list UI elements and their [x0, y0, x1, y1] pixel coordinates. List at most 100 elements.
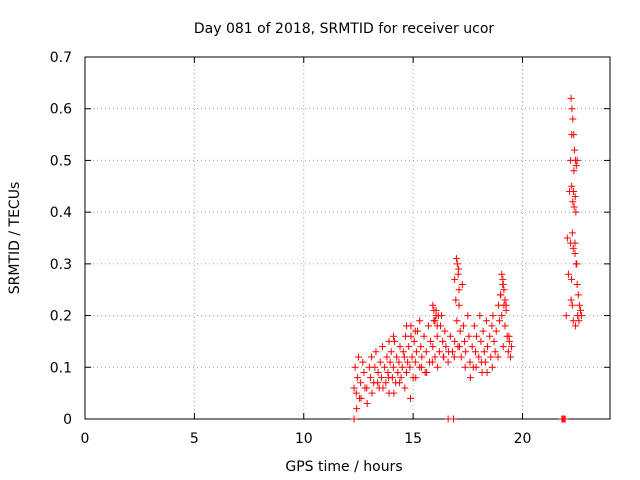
data-point [570, 203, 578, 211]
y-axis-label: SRMTID / TECUs [7, 182, 23, 295]
data-point [573, 156, 581, 164]
data-point [489, 312, 497, 320]
data-point [568, 229, 576, 237]
data-point [488, 363, 496, 371]
data-point [473, 332, 481, 340]
chart-title: Day 081 of 2018, SRMTID for receiver uco… [194, 21, 495, 37]
data-point [429, 301, 437, 309]
data-point [575, 301, 583, 309]
data-point [407, 394, 414, 402]
data-point [407, 332, 415, 340]
data-point [486, 332, 494, 340]
data-point [570, 131, 578, 139]
x-tick-label: 5 [190, 431, 199, 447]
data-point [434, 312, 442, 320]
data-point [399, 348, 407, 356]
data-point [506, 353, 514, 361]
data-point [379, 384, 387, 392]
data-point [400, 353, 408, 361]
data-point [567, 296, 575, 304]
data-point [384, 368, 392, 376]
data-point [500, 286, 508, 294]
data-point [461, 363, 469, 371]
data-point [431, 353, 439, 361]
data-point [439, 337, 447, 345]
data-point [572, 162, 580, 170]
data-point [350, 415, 358, 423]
data-point [383, 353, 391, 361]
y-tick-label: 0.5 [50, 153, 72, 169]
data-point [359, 358, 367, 366]
data-point [442, 343, 450, 351]
data-point [464, 312, 472, 320]
data-point [422, 348, 430, 356]
y-tick-label: 0.1 [50, 360, 72, 376]
data-point [569, 198, 577, 206]
data-point [420, 332, 428, 340]
data-point [561, 415, 569, 423]
data-point [568, 182, 576, 190]
tick-labels: 0 5 10 15 20 0 0.1 0.2 0.3 0.4 0.5 0.6 0.7 [50, 50, 532, 447]
data-point [412, 374, 420, 382]
x-tick-label: 15 [404, 431, 422, 447]
data-point [472, 363, 480, 371]
data-point [450, 415, 458, 423]
data-point [574, 312, 582, 320]
data-point [505, 332, 513, 340]
data-point [446, 332, 454, 340]
data-point [430, 306, 438, 314]
data-point [573, 281, 581, 289]
data-point [452, 296, 460, 304]
data-point [354, 353, 362, 361]
data-point [353, 374, 361, 382]
data-point [372, 348, 380, 356]
data-point [382, 379, 390, 387]
data-point [390, 389, 398, 397]
data-point [496, 317, 504, 325]
data-point [571, 146, 579, 154]
data-point [389, 332, 397, 340]
data-point [401, 384, 409, 392]
data-point [451, 337, 459, 345]
data-point [441, 327, 449, 335]
plot-frame [84, 56, 611, 420]
data-point [508, 343, 516, 351]
data-point [568, 105, 576, 113]
data-point [497, 291, 505, 299]
data-point [568, 275, 575, 283]
axis-ticks [84, 56, 610, 420]
y-tick-label: 0.6 [50, 102, 72, 118]
data-point [477, 337, 485, 345]
data-point [397, 374, 405, 382]
data-point [371, 363, 379, 371]
data-point [569, 187, 577, 195]
data-point [368, 353, 376, 361]
data-point [453, 260, 461, 268]
data-point [501, 296, 509, 304]
data-point [357, 394, 365, 402]
data-point [482, 317, 490, 325]
data-point [488, 322, 496, 330]
data-point [476, 312, 484, 320]
data-point [572, 208, 580, 216]
y-tick-label: 0.2 [50, 309, 72, 325]
data-point [351, 363, 359, 371]
data-point [455, 265, 463, 273]
data-point [470, 322, 478, 330]
data-point [459, 322, 467, 330]
data-point [403, 368, 411, 376]
data-point [408, 353, 416, 361]
data-point [417, 363, 425, 371]
data-point [468, 343, 476, 351]
data-point [471, 348, 479, 356]
data-point [571, 193, 579, 201]
data-point [504, 348, 512, 356]
data-point [483, 368, 491, 376]
data-point [462, 348, 470, 356]
data-point [575, 317, 583, 325]
data-point [491, 348, 499, 356]
x-axis-label: GPS time / hours [285, 459, 402, 475]
data-point [484, 343, 491, 351]
